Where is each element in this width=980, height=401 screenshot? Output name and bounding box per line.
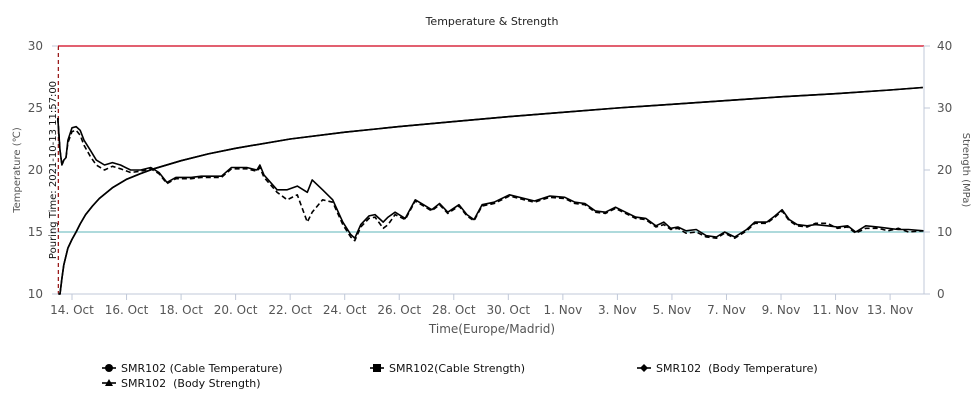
x-axis-label: Time(Europe/Madrid)	[428, 322, 555, 336]
chart-title: Temperature & Strength	[425, 15, 559, 28]
y-left-tick-label: 30	[28, 39, 43, 53]
x-tick-label: 20. Oct	[214, 303, 258, 317]
legend-item-label[interactable]: SMR102 (Cable Temperature)	[121, 362, 283, 375]
x-tick-label: 5. Nov	[653, 303, 692, 317]
diamond-marker-icon	[640, 364, 648, 372]
legend-item-label[interactable]: SMR102 (Body Temperature)	[656, 362, 818, 375]
x-tick-label: 1. Nov	[544, 303, 583, 317]
y-axis-left-label: Temperature (℃)	[12, 127, 23, 214]
circle-marker-icon	[105, 364, 113, 372]
legend-item-label[interactable]: SMR102(Cable Strength)	[389, 362, 525, 375]
square-marker-icon	[373, 364, 381, 372]
x-tick-label: 16. Oct	[105, 303, 149, 317]
legend-item-label[interactable]: SMR102 (Body Strength)	[121, 377, 261, 390]
y-right-tick-label: 20	[937, 163, 952, 177]
y-right-tick-label: 30	[937, 101, 952, 115]
x-tick-label: 18. Oct	[159, 303, 203, 317]
y-left-tick-label: 15	[28, 225, 43, 239]
x-tick-label: 13. Nov	[867, 303, 913, 317]
y-left-tick-label: 25	[28, 101, 43, 115]
series-line-2	[57, 117, 924, 242]
y-axis-right-label: Strength (MPa)	[960, 133, 971, 208]
x-tick-label: 11. Nov	[812, 303, 858, 317]
y-right-tick-label: 0	[937, 287, 945, 301]
y-left-tick-label: 10	[28, 287, 43, 301]
pouring-time-label: Pouring Time: 2021-10-13 11:57:00	[48, 81, 59, 259]
x-tick-label: 24. Oct	[323, 303, 367, 317]
x-tick-label: 7. Nov	[707, 303, 746, 317]
triangle-marker-icon	[105, 379, 113, 386]
x-tick-label: 22. Oct	[268, 303, 312, 317]
x-tick-label: 14. Oct	[50, 303, 94, 317]
y-left-tick-label: 20	[28, 163, 43, 177]
x-tick-label: 26. Oct	[377, 303, 421, 317]
series-line-3	[58, 86, 923, 295]
y-right-tick-label: 10	[937, 225, 952, 239]
x-tick-label: 3. Nov	[598, 303, 637, 317]
x-tick-label: 9. Nov	[762, 303, 801, 317]
x-tick-label: 30. Oct	[486, 303, 530, 317]
y-right-tick-label: 40	[937, 39, 952, 53]
x-tick-label: 28. Oct	[432, 303, 476, 317]
series-line-0	[57, 117, 924, 239]
